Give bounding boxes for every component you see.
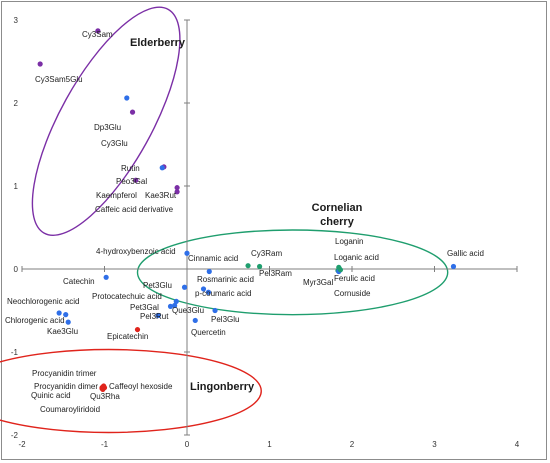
data-point-6 bbox=[133, 177, 139, 183]
axes: -2 -1 0 1 2 3 4 3 2 1 0 -1 -2 bbox=[11, 16, 520, 449]
data-point-22 bbox=[181, 284, 188, 290]
data-point-3 bbox=[129, 109, 136, 115]
group-ellipse-1 bbox=[136, 229, 449, 316]
data-point-5 bbox=[159, 165, 165, 171]
point-label-13: Loganin bbox=[335, 237, 363, 246]
data-point-32 bbox=[192, 317, 198, 324]
point-label-2: Dp3Glu bbox=[94, 123, 121, 132]
point-label-36: Quinic acid bbox=[31, 391, 71, 400]
point-label-3: Cy3Glu bbox=[101, 139, 128, 148]
data-point-31 bbox=[134, 326, 141, 333]
point-label-25: Que3Glu bbox=[172, 306, 204, 315]
data-point-30 bbox=[65, 319, 71, 325]
point-label-6: Kaempferol bbox=[96, 191, 137, 200]
x-tick-label-3: 1 bbox=[267, 440, 272, 449]
group-ellipse-0 bbox=[31, 6, 181, 236]
data-point-23 bbox=[173, 298, 179, 304]
point-label-10: Cinnamic acid bbox=[188, 254, 238, 263]
data-point-2 bbox=[124, 95, 130, 101]
data-point-38 bbox=[101, 385, 108, 391]
group-label-2: Lingonberry bbox=[190, 381, 255, 393]
data-point-10 bbox=[206, 268, 212, 275]
data-point-26 bbox=[212, 307, 218, 314]
data-point-1 bbox=[37, 61, 43, 67]
point-label-29: Chlorogenic acid bbox=[5, 316, 65, 325]
point-label-26: Pel3Glu bbox=[211, 315, 239, 324]
point-label-8: Caffeic acid derivative bbox=[95, 205, 174, 214]
point-label-37: Qu3Rha bbox=[90, 392, 120, 401]
x-tick-label-0: -2 bbox=[18, 440, 26, 449]
point-label-22: Pet3Glu bbox=[143, 281, 172, 290]
data-point-9 bbox=[184, 250, 190, 256]
point-labels: Cy3Sam Cy3Sam5Glu Dp3Glu Cy3Glu Rutin Peo3Gal… bbox=[5, 30, 484, 414]
point-label-0: Cy3Sam bbox=[82, 30, 113, 39]
point-label-9: 4-hydroxybenzoic acid bbox=[96, 247, 176, 256]
point-label-35: Caffeoyl hexoside bbox=[109, 382, 173, 391]
data-point-29 bbox=[63, 312, 69, 318]
data-point-19 bbox=[103, 274, 109, 280]
group-ellipses bbox=[0, 6, 449, 434]
y-tick-label-0: 3 bbox=[14, 16, 19, 25]
data-point-25 bbox=[172, 302, 178, 309]
x-tick-label-1: -1 bbox=[101, 440, 109, 449]
x-tick-label-2: 0 bbox=[185, 440, 190, 449]
point-label-24: Pet3Gal bbox=[130, 303, 159, 312]
data-points bbox=[37, 28, 457, 392]
data-point-27 bbox=[155, 312, 161, 319]
point-label-17: Cornuside bbox=[334, 289, 371, 298]
x-tick-label-6: 4 bbox=[515, 440, 520, 449]
point-label-19: Catechin bbox=[63, 277, 95, 286]
x-tick-label-5: 3 bbox=[432, 440, 437, 449]
y-tick-label-3: 0 bbox=[14, 265, 19, 274]
point-label-5: Peo3Gal bbox=[116, 177, 147, 186]
point-label-38: Coumaroyliridoid bbox=[40, 405, 100, 414]
point-label-20: Rosmarinic acid bbox=[197, 275, 254, 284]
point-label-14: Loganic acid bbox=[334, 253, 379, 262]
data-point-17 bbox=[336, 264, 342, 270]
point-label-28: Neochlorogenic acid bbox=[7, 297, 80, 306]
point-label-34: Procyanidin dimer bbox=[34, 382, 98, 391]
data-point-18 bbox=[450, 263, 457, 270]
y-tick-label-4: -1 bbox=[11, 348, 19, 357]
data-point-20 bbox=[200, 286, 207, 292]
group-label-1-line-0: Cornelian bbox=[312, 202, 363, 214]
y-tick-label-1: 2 bbox=[14, 99, 19, 108]
group-ellipse-2 bbox=[0, 348, 262, 434]
point-label-27: Pel3Rut bbox=[140, 312, 169, 321]
point-label-12: Pel3Ram bbox=[259, 269, 292, 278]
point-label-32: Quercetin bbox=[191, 328, 226, 337]
point-label-31: Epicatechin bbox=[107, 332, 148, 341]
x-tick-label-4: 2 bbox=[350, 440, 355, 449]
point-label-16: Ferulic acid bbox=[334, 274, 375, 283]
data-point-8 bbox=[174, 189, 180, 195]
group-label-1-line-1: cherry bbox=[320, 216, 355, 228]
point-label-23: Protocatechuic acid bbox=[92, 292, 162, 301]
group-label-0: Elderberry bbox=[130, 37, 186, 49]
data-point-7 bbox=[174, 185, 180, 191]
point-label-30: Kae3Glu bbox=[47, 327, 78, 336]
point-label-1: Cy3Sam5Glu bbox=[35, 75, 83, 84]
point-label-4: Rutin bbox=[121, 164, 140, 173]
data-point-21 bbox=[205, 289, 212, 295]
point-label-33: Procyanidin trimer bbox=[32, 369, 97, 378]
point-label-18: Gallic acid bbox=[447, 249, 484, 258]
point-label-7: Kae3Rut bbox=[145, 191, 177, 200]
point-label-11: Cy3Ram bbox=[251, 249, 282, 258]
point-label-21: p-coumaric acid bbox=[195, 289, 251, 298]
data-point-12 bbox=[257, 263, 263, 270]
data-point-0 bbox=[95, 28, 101, 34]
y-tick-label-2: 1 bbox=[14, 182, 19, 191]
group-labels: Elderberry Cornelian cherry Lingonberry bbox=[130, 37, 363, 393]
data-point-24 bbox=[167, 303, 174, 309]
data-point-11 bbox=[245, 263, 251, 269]
point-label-15: Myr3Gal bbox=[303, 278, 333, 287]
group-label-1: Cornelian cherry bbox=[312, 202, 363, 228]
y-tick-label-5: -2 bbox=[11, 431, 19, 440]
data-point-28 bbox=[56, 310, 62, 316]
